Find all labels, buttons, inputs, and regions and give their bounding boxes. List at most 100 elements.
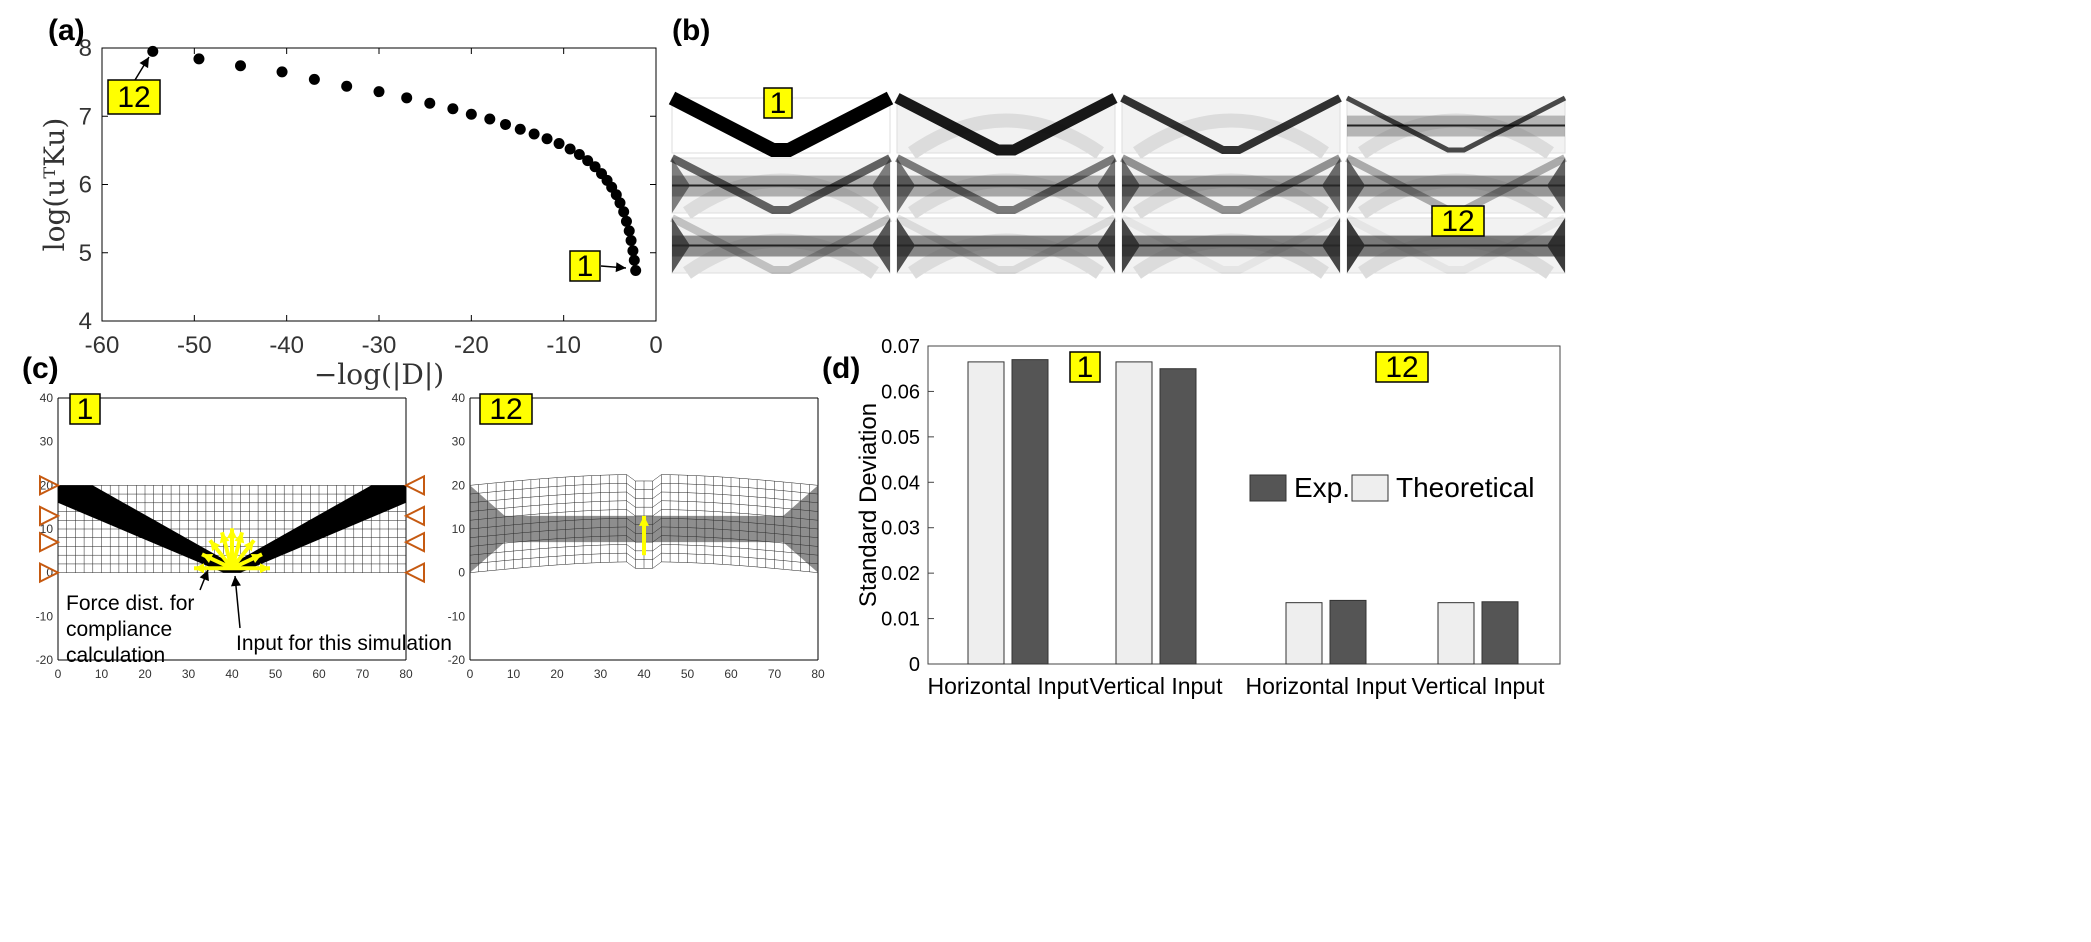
y-tick-label: 0.01 [881,609,920,631]
bar-theoretical [1437,602,1475,665]
tile-left-bracket [1122,158,1140,213]
left-plot-y-tick-label: -10 [36,609,54,623]
force-arrow-head [210,540,221,552]
left-support-icon [39,474,61,496]
mesh-line [469,491,819,504]
pareto-scatter-plot: -60 -50 -40 -30 -20 -10 0 4 5 6 7 8 −log(|D|) log(uᵀK… [38,35,663,391]
data-point [499,118,511,130]
legend-swatch-exp [1249,474,1287,502]
force-arrow-head [250,553,262,564]
right-plot-x-tick-label: 80 [811,667,825,681]
tile-right-bracket [872,218,890,273]
bar-exp [1011,359,1049,665]
design-tile [670,154,892,219]
data-point [341,80,353,92]
y-tick-label: 4 [79,308,92,335]
data-point [424,97,436,109]
mesh-line [469,483,819,495]
right-plot-x-tick-label: 60 [724,667,738,681]
panel-label-b: (b) [672,14,711,47]
y-tick-label: 5 [79,240,92,267]
y-tick-label: 0.07 [881,336,920,358]
tile-v-shape [670,214,892,274]
right-plot-x-tick-label: 30 [594,667,608,681]
input-annotation-arrow-head [230,576,241,587]
input-annotation-text: Input for this simulation [236,632,452,655]
y-axis-label: log(uᵀKu) [38,118,71,252]
data-point [614,197,626,209]
bar-theoretical [1285,602,1323,665]
left-v-structure [58,485,406,573]
left-plot-y-tick-label: 30 [40,435,54,449]
force-annotation-text: calculation [66,644,165,667]
y-tick-label: 8 [79,35,92,62]
arrow-1-head [615,262,626,273]
category-label: Vertical Input [1090,673,1224,699]
right-plot-y-tick-label: 10 [452,522,466,536]
tag-1-a-text: 1 [577,250,594,283]
design-tile [1345,95,1567,159]
force-annotation-text: compliance [66,618,172,641]
tag-1-d-text: 1 [1077,351,1094,384]
data-point [630,264,642,276]
design-tile [895,214,1117,279]
tile-v-shape [1120,94,1342,154]
y-tick-label: 0.06 [881,381,920,403]
design-tile [1120,154,1342,219]
tag-12-d-box [1375,351,1429,383]
right-plot-x-tick-label: 0 [467,667,474,681]
tile-left-bracket [1347,218,1365,273]
tile-right-bracket [1322,158,1340,213]
force-annotation-text: Force dist. for [66,592,194,615]
data-point [589,161,601,173]
bar-theoretical [1115,361,1153,665]
data-point [541,133,553,145]
mesh-line [469,561,819,573]
x-tick-label: -30 [362,332,397,359]
right-plot-x-tick-label: 20 [550,667,564,681]
force-arrow-head [219,532,230,544]
force-annotation-arrow-head [199,570,209,582]
panel-label-d: (d) [822,352,861,385]
design-tile [894,93,1118,159]
x-tick-label: -10 [546,332,581,359]
force-arrow-head [243,540,254,552]
data-point [484,113,496,125]
data-point [564,143,576,155]
tile-left-bracket [672,158,690,213]
tag-12-b-box [1431,205,1485,237]
left-support-icon [39,505,61,527]
design-tile [670,214,892,279]
left-plot-x-tick-label: 10 [95,667,109,681]
data-point [147,45,159,57]
left-plot-x-tick-label: 30 [182,667,196,681]
x-tick-label: 0 [649,332,662,359]
tag-1-a-box [569,250,601,282]
data-point [625,234,637,246]
tag-12-c-text: 12 [489,393,522,426]
data-point [235,60,246,72]
left-plot-x-tick-label: 80 [399,667,413,681]
design-tile [1345,214,1567,279]
tag-1-c-box [69,393,101,425]
y-tick-label: 0 [909,654,920,676]
data-point [447,103,459,115]
left-support-icon [39,562,61,584]
right-plot-y-tick-label: -20 [448,653,466,667]
left-plot-x-tick-label: 20 [138,667,152,681]
tile-right-bracket [1322,218,1340,273]
bar-exp [1329,599,1367,665]
left-support-icon [39,531,61,553]
design-tile [1120,214,1342,279]
data-point [573,148,585,160]
data-point [528,128,540,140]
panel-label-a: (a) [48,14,85,47]
data-point [620,215,632,227]
tile-v-shape [1345,95,1567,153]
category-label: Vertical Input [1412,673,1546,699]
right-support-icon [403,562,425,584]
data-point [582,155,594,167]
left-plot-y-tick-label: 40 [40,391,54,405]
tile-v-shape [1345,214,1567,274]
tile-v-shape [670,154,892,214]
